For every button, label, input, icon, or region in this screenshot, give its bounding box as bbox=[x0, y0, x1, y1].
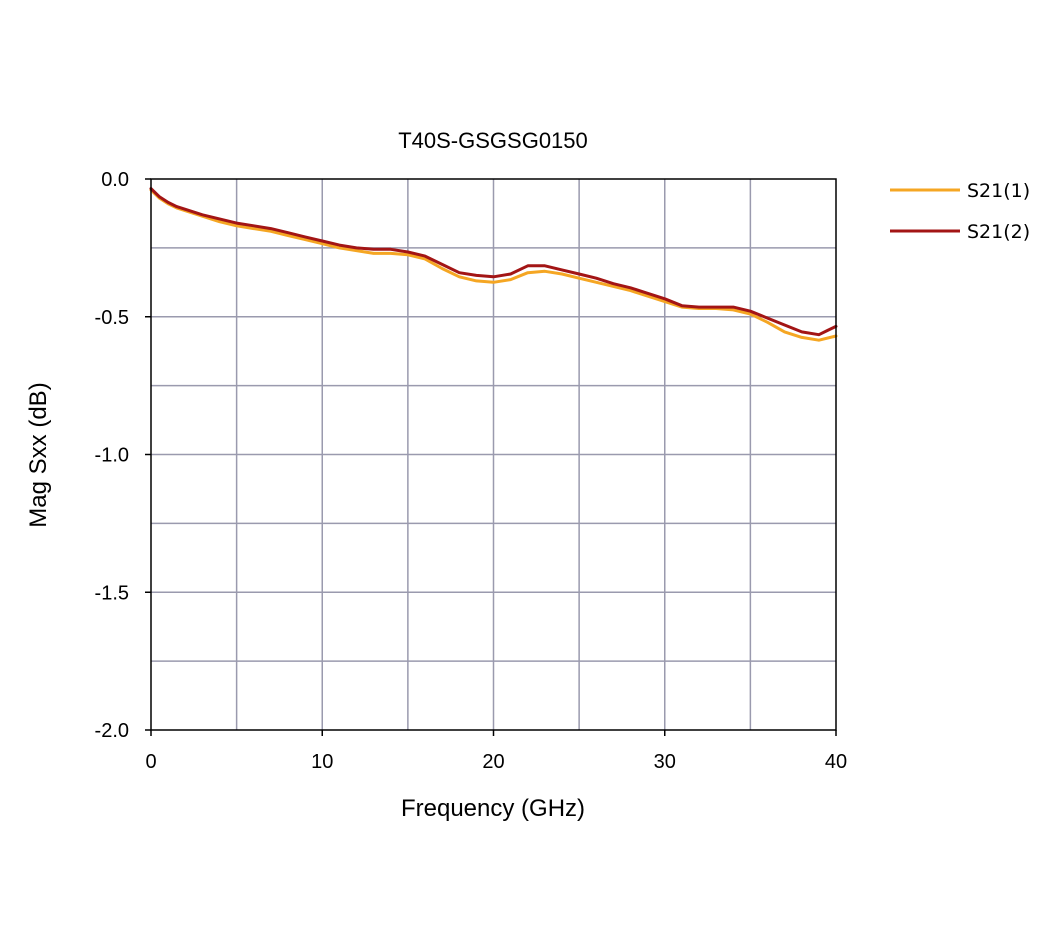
series-line-2 bbox=[149, 187, 838, 337]
y-tick-label: -2.0 bbox=[95, 720, 129, 742]
y-tick-label: -1.0 bbox=[95, 445, 129, 467]
y-tick-label: 0.0 bbox=[101, 169, 129, 191]
x-tick-label: 10 bbox=[311, 751, 333, 773]
x-tick-label: 30 bbox=[654, 751, 676, 773]
x-tick-label: 0 bbox=[145, 751, 156, 773]
legend-label-1: S21(1) bbox=[967, 180, 1030, 202]
y-axis-label: Mag Sxx (dB) bbox=[25, 382, 52, 527]
legend: S21(1) S21(2) bbox=[890, 180, 1030, 243]
chart-title: T40S-GSGSG0150 bbox=[398, 128, 588, 153]
x-tick-label: 40 bbox=[825, 751, 847, 773]
series-lines bbox=[149, 187, 838, 342]
axis-ticks: 0 10 20 30 40 0.0 -0.5 -1.0 -1.5 -2.0 bbox=[95, 169, 848, 773]
x-tick-label: 20 bbox=[482, 751, 504, 773]
legend-label-2: S21(2) bbox=[967, 221, 1030, 243]
y-tick-label: -0.5 bbox=[95, 307, 129, 329]
gridlines bbox=[151, 179, 836, 730]
x-axis-label: Frequency (GHz) bbox=[401, 795, 585, 822]
y-tick-label: -1.5 bbox=[95, 582, 129, 604]
